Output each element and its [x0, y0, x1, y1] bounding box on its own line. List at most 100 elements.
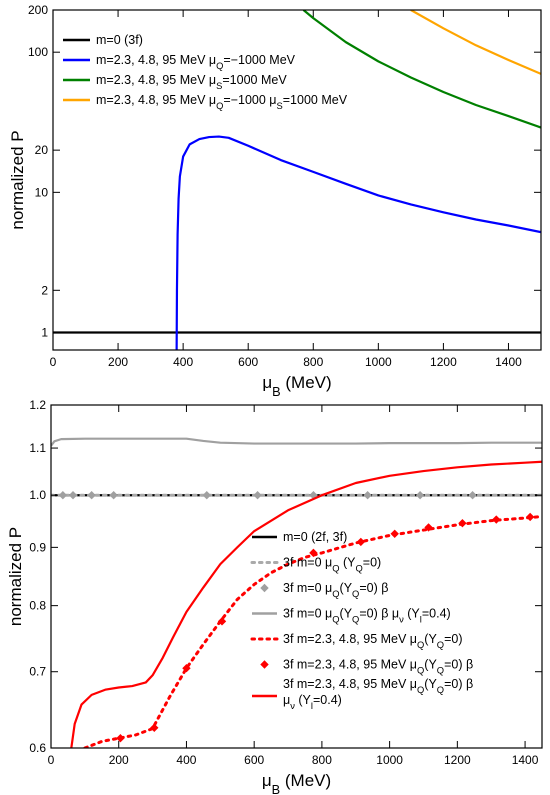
data-point [150, 723, 159, 732]
legend-label-part: Q [332, 564, 339, 574]
y-tick-label: 1.0 [29, 488, 46, 502]
legend-label-part: 3f m=0 μ [283, 607, 332, 621]
series-line-2 [302, 10, 541, 129]
legend-label: 3f m=2.3, 4.8, 95 MeV μQ(YQ=0) β [283, 677, 473, 695]
legend-label-part: 3f m=0 μ [283, 581, 332, 595]
legend-label-part: (Y [404, 607, 421, 621]
x-tick-label: 800 [303, 355, 323, 369]
y-axis-label: normalized P [8, 130, 27, 229]
legend-label-part: (Y [340, 556, 357, 570]
x-axis-label-part: μ [262, 771, 272, 790]
legend-label-part: m=2.3, 4.8, 95 MeV μ [96, 93, 216, 107]
legend-label-part: Q [417, 640, 424, 650]
x-axis-label-part: μ [262, 373, 272, 392]
legend-label-part: (Y [424, 658, 437, 672]
legend-label: m=2.3, 4.8, 95 MeV μQ=−1000 μS=1000 MeV [96, 93, 348, 111]
series-line-4 [83, 514, 542, 748]
series-layer [53, 10, 541, 350]
legend-label-part: 3f m=2.3, 4.8, 95 MeV μ [283, 632, 417, 646]
data-point [424, 523, 433, 532]
legend-label-part: m=2.3, 4.8, 95 MeV μ [96, 73, 216, 87]
legend-label-part: =0) [363, 556, 381, 570]
legend-label-part: l [420, 615, 422, 625]
x-axis-label-part: (MeV) [281, 373, 332, 392]
x-tick-label: 1400 [512, 753, 539, 767]
legend-marker [260, 660, 269, 669]
legend-label-part: m=0 (2f, 3f) [283, 530, 347, 544]
y-tick-label: 1.1 [29, 441, 46, 455]
legend-label-part: m=0 (3f) [96, 33, 143, 47]
data-point [87, 491, 96, 500]
x-tick-label: 400 [173, 355, 193, 369]
y-axis-label: normalized P [6, 527, 25, 626]
x-tick-label: 1000 [365, 355, 392, 369]
y-tick-label: 10 [35, 185, 49, 199]
x-tick-label: 1200 [430, 355, 457, 369]
y-tick-label: 0.8 [29, 599, 46, 613]
data-point [182, 663, 191, 673]
data-point [202, 491, 211, 500]
legend-marker [260, 583, 269, 593]
legend-label-part: =0) [444, 632, 462, 646]
data-point [109, 491, 118, 500]
legend-label-part: l [311, 701, 313, 711]
data-point [525, 512, 535, 522]
data-point [492, 515, 501, 524]
data-point [116, 734, 125, 743]
data-point [458, 519, 467, 528]
legend-label-part: 3f m=2.3, 4.8, 95 MeV μ [283, 658, 417, 672]
y-tick-label: 20 [35, 143, 49, 157]
x-tick-label: 1200 [444, 753, 471, 767]
y-tick-label: 1.2 [29, 398, 46, 412]
y-tick-label: 0.7 [29, 665, 46, 679]
legend-label-part: (Y [340, 581, 353, 595]
legend-label: μν (Yl=0.4) [283, 693, 342, 711]
legend-label-part: Q [216, 101, 223, 111]
legend-label-part: (Y [340, 607, 353, 621]
legend-label-part: =1000 MeV [222, 73, 287, 87]
plot-frame [50, 404, 543, 749]
top-chart: 0 200 400 600 800 1000 1200 1400 1 2 10 20 100 200 μB … [8, 3, 542, 399]
series-layer [51, 437, 542, 748]
legend-label-part: Q [437, 640, 444, 650]
x-axis-label-part: (MeV) [280, 771, 331, 790]
data-point [468, 491, 477, 500]
y-tick-label: 200 [28, 3, 48, 17]
legend-label-part: =0.4) [313, 693, 342, 707]
x-axis-label-part: B [272, 782, 281, 795]
legend-label-part: =0) β μ [359, 607, 399, 621]
series-line-1 [175, 135, 541, 350]
x-tick-label: 400 [176, 753, 196, 767]
series-line-3 [51, 437, 542, 447]
legend-label: 3f m=0 μQ(YQ=0) β μν (Yl=0.4) [283, 607, 451, 625]
legend-label-part: m=2.3, 4.8, 95 MeV μ [96, 53, 216, 67]
data-point [217, 617, 227, 626]
x-tick-label: 0 [48, 753, 55, 767]
x-tick-label: 1400 [495, 355, 522, 369]
legend-label-part: Q [437, 685, 444, 695]
legend-label-part: Q [437, 666, 444, 676]
series-line-3 [410, 10, 541, 75]
data-point [253, 491, 262, 500]
data-point [58, 491, 68, 500]
x-tick-label: 800 [312, 753, 332, 767]
legend-label-part: Q [332, 589, 339, 599]
y-tick-label: 2 [41, 283, 48, 297]
legend-label-part: S [216, 81, 222, 91]
x-axis-label: μB (MeV) [262, 373, 331, 399]
legend-label-part: =−1000 μ [223, 93, 276, 107]
x-tick-label: 200 [108, 355, 128, 369]
legend-label-part: 3f m=2.3, 4.8, 95 MeV μ [283, 677, 417, 691]
legend-label-part: S [277, 101, 283, 111]
data-point [390, 529, 399, 538]
legend-label: 3f m=0 μQ(YQ=0) β [283, 581, 388, 599]
x-axis-label: μB (MeV) [262, 771, 331, 795]
legend-label-part: (Y [424, 677, 437, 691]
legend-label-part: 3f m=0 μ [283, 556, 332, 570]
legend-label: 3f m=2.3, 4.8, 95 MeV μQ(YQ=0) [283, 632, 463, 650]
legend-label: 3f m=0 μQ (YQ=0) [283, 556, 381, 574]
x-tick-label: 600 [244, 753, 264, 767]
legend-label: m=0 (2f, 3f) [283, 530, 347, 544]
legend-label-part: Q [352, 615, 359, 625]
